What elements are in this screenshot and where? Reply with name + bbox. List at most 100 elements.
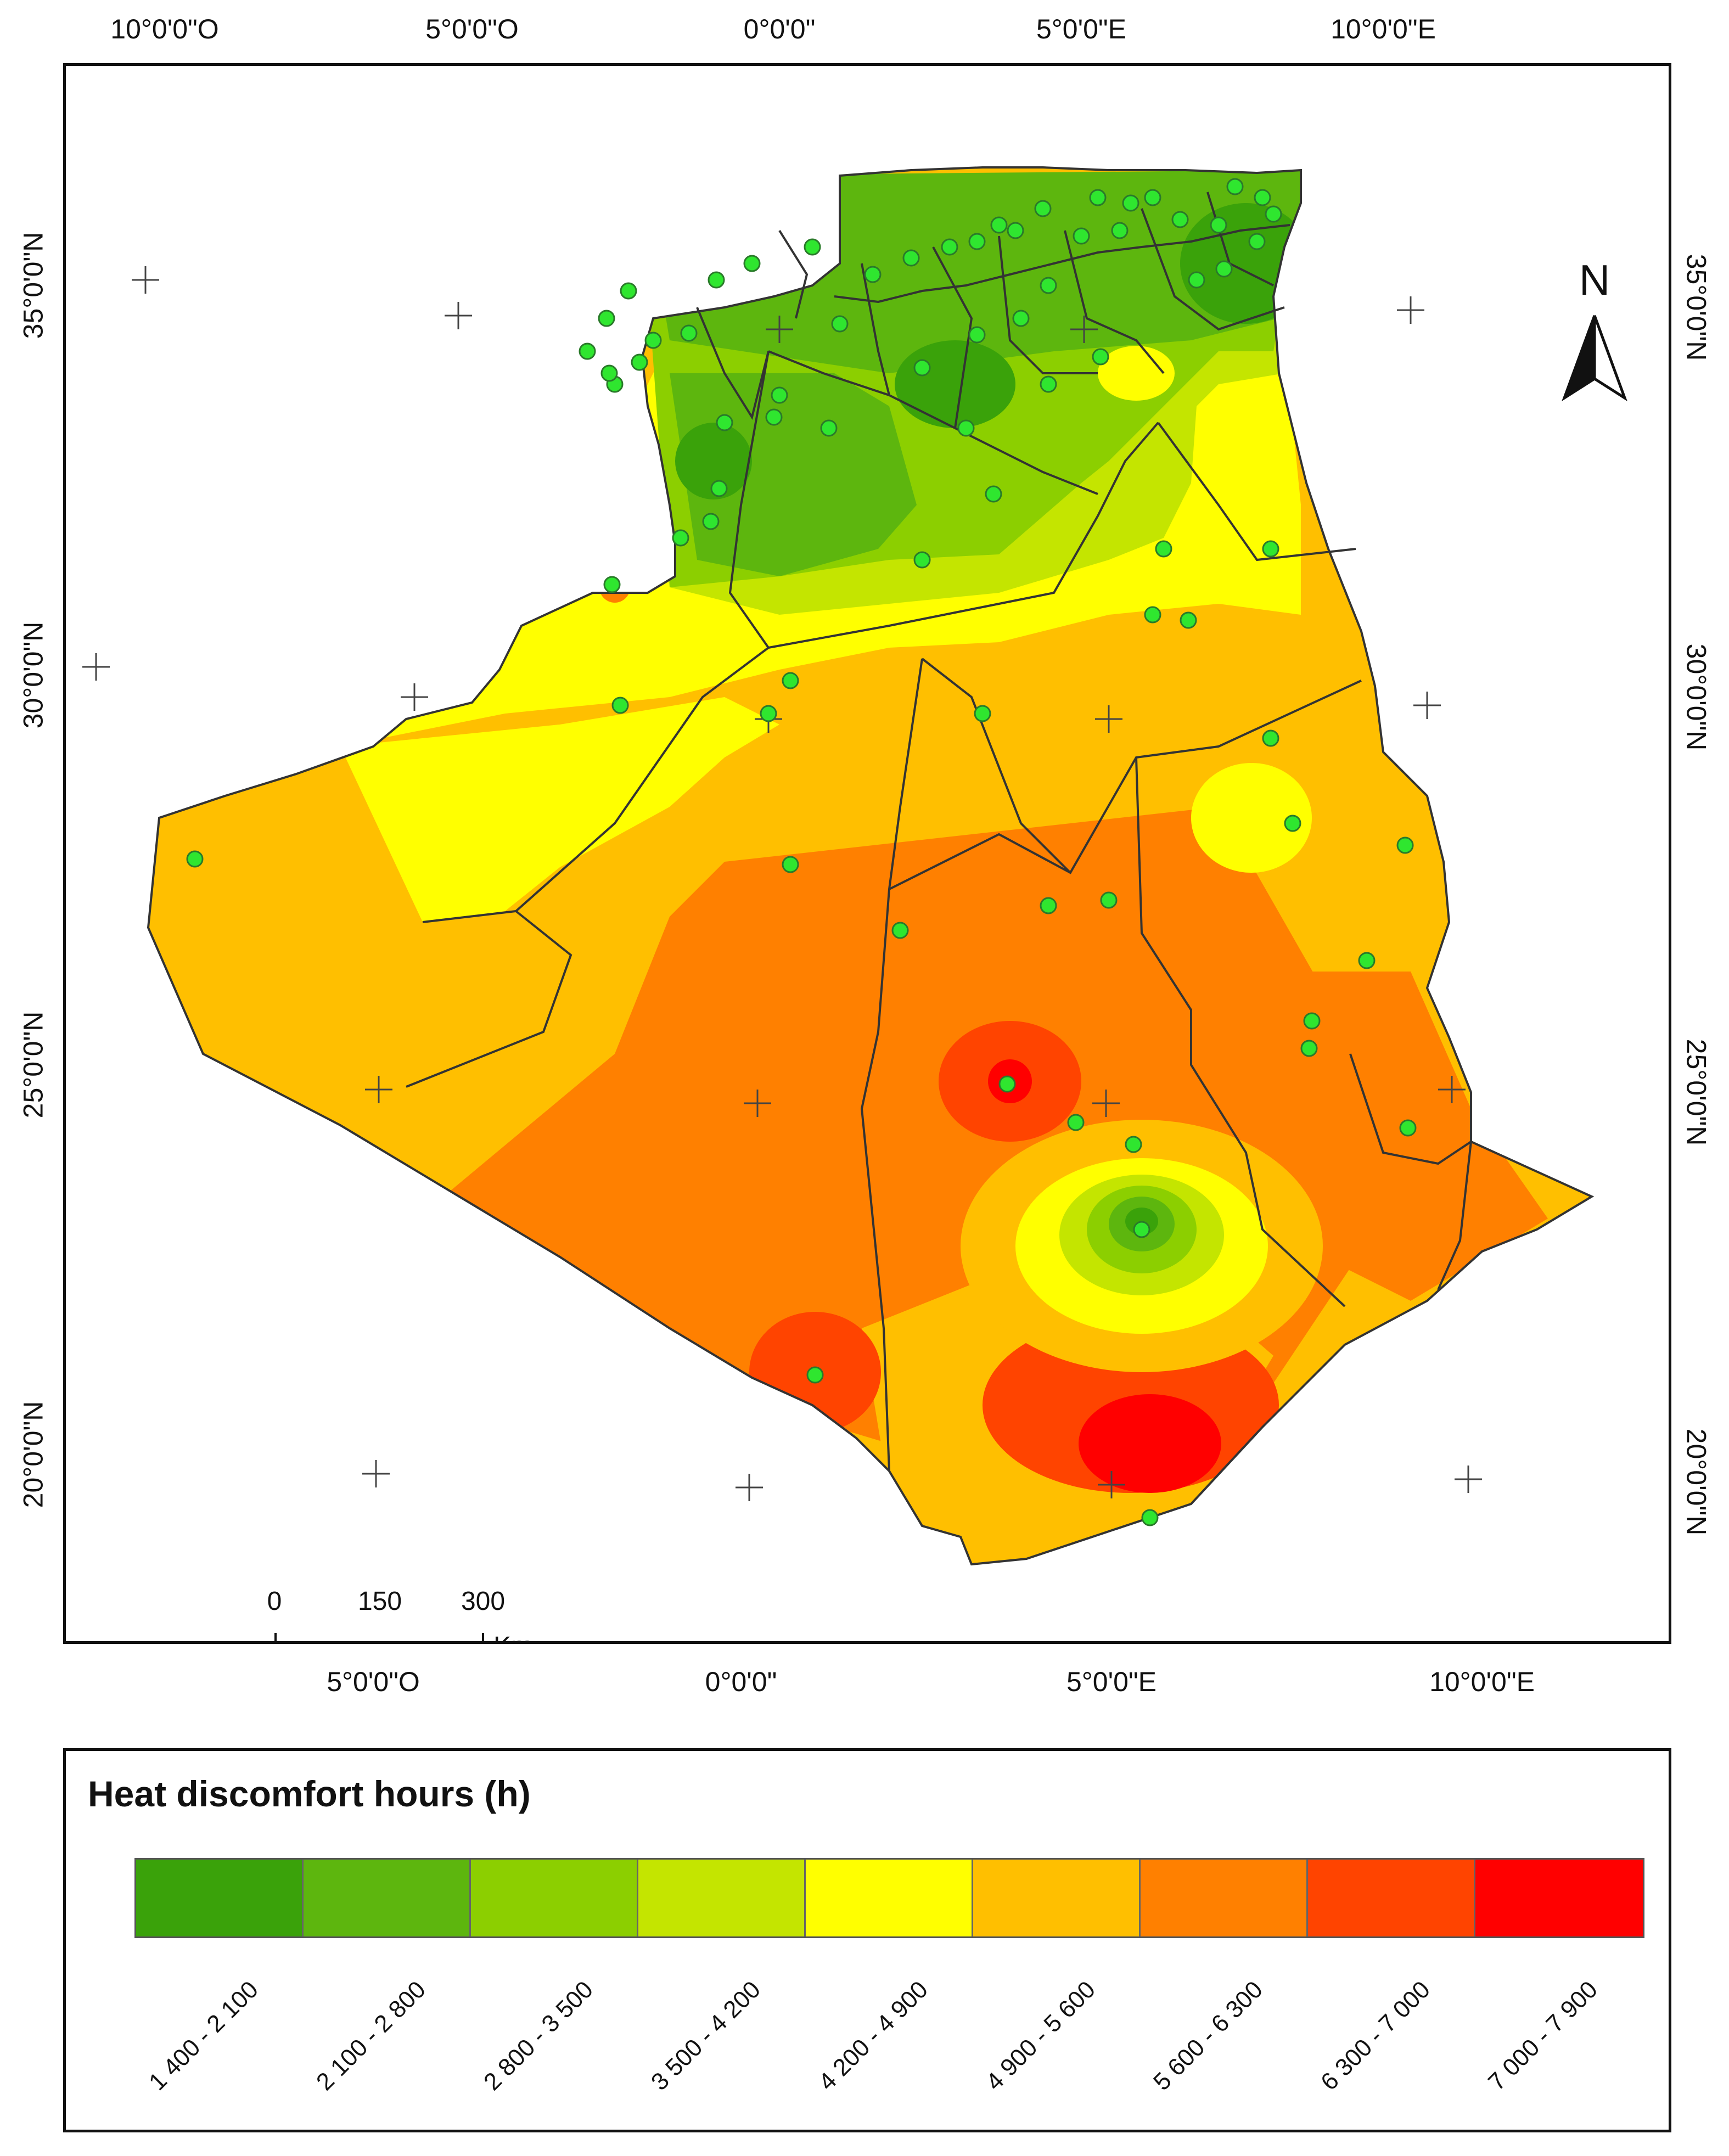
station-marker — [1215, 260, 1233, 278]
legend-swatch-5 — [973, 1860, 1141, 1936]
station-marker — [1144, 606, 1161, 624]
scale-tick-0: 0 — [267, 1587, 282, 1616]
legend-swatch-4 — [806, 1860, 973, 1936]
station-marker — [1012, 310, 1030, 327]
legend: Heat discomfort hours (h) 1 400 - 2 100 2… — [63, 1748, 1671, 2132]
station-marker — [1007, 222, 1024, 239]
station-marker — [902, 249, 920, 267]
station-marker — [1226, 178, 1244, 195]
station-marker — [1284, 815, 1301, 832]
station-marker — [765, 408, 783, 426]
legend-color-bar — [134, 1858, 1644, 1938]
north-arrow-icon — [1562, 315, 1627, 402]
weather-stations — [186, 178, 1417, 1526]
station-marker — [1092, 348, 1109, 366]
legend-range-label-0: 1 400 - 2 100 — [143, 1976, 263, 2096]
north-arrow: N — [1559, 255, 1630, 420]
admin-boundaries — [147, 166, 1595, 1566]
station-marker — [1125, 1136, 1142, 1153]
station-marker — [1111, 222, 1129, 239]
left-tick-25N: 25°0'0"N — [18, 1011, 49, 1119]
top-tick-5W: 5°0'0"O — [425, 14, 519, 44]
right-tick-20N: 20°0'0"N — [1681, 1428, 1712, 1536]
bottom-tick-5W: 5°0'0"O — [327, 1666, 420, 1697]
station-marker — [1180, 611, 1197, 629]
legend-range-label-1: 2 100 - 2 800 — [311, 1976, 431, 2096]
station-marker — [1040, 375, 1057, 393]
station-marker — [760, 705, 777, 722]
station-marker — [1188, 271, 1205, 289]
station-marker — [820, 419, 838, 437]
station-marker — [579, 343, 596, 360]
station-marker — [957, 419, 975, 437]
station-marker — [702, 513, 720, 530]
left-tick-35N: 35°0'0"N — [18, 232, 49, 339]
station-marker — [1100, 891, 1118, 909]
legend-range-label-7: 6 300 - 7 000 — [1315, 1976, 1435, 2096]
right-tick-25N: 25°0'0"N — [1681, 1038, 1712, 1146]
station-marker — [1040, 277, 1057, 294]
station-marker — [1040, 897, 1057, 914]
station-marker — [1303, 1012, 1321, 1030]
station-marker — [716, 414, 733, 431]
station-marker — [974, 705, 991, 722]
legend-title: Heat discomfort hours (h) — [88, 1773, 531, 1814]
map-frame: N 0 150 300 Km — [63, 63, 1671, 1644]
station-marker — [968, 326, 986, 344]
station-marker — [1144, 189, 1161, 206]
station-marker — [603, 576, 621, 593]
station-marker — [644, 332, 662, 349]
legend-range-label-8: 7 000 - 7 900 — [1483, 1976, 1603, 2096]
station-marker — [831, 315, 849, 333]
heat-map — [82, 166, 1595, 1566]
station-marker — [1358, 952, 1376, 969]
station-marker — [708, 271, 725, 289]
station-marker — [186, 850, 204, 868]
station-marker — [600, 364, 618, 382]
scale-bar-graphic — [274, 1633, 484, 1641]
station-marker — [1133, 1221, 1150, 1238]
station-marker — [1254, 189, 1271, 206]
station-marker — [1262, 540, 1279, 558]
bottom-tick-10E: 10°0'0"E — [1429, 1666, 1535, 1697]
top-tick-10E: 10°0'0"E — [1331, 14, 1436, 44]
station-marker — [1399, 1119, 1417, 1137]
station-marker — [1073, 227, 1090, 245]
station-marker — [1248, 233, 1266, 250]
station-marker — [1122, 194, 1139, 212]
station-marker — [680, 324, 698, 342]
station-marker — [598, 310, 615, 327]
station-marker — [864, 266, 882, 283]
legend-swatch-6 — [1141, 1860, 1308, 1936]
right-tick-35N: 35°0'0"N — [1681, 254, 1712, 361]
station-marker — [941, 238, 958, 256]
scale-tick-300: 300 — [461, 1587, 506, 1616]
station-marker — [990, 216, 1008, 234]
station-marker — [1155, 540, 1172, 558]
right-tick-30N: 30°0'0"N — [1681, 643, 1712, 751]
station-marker — [1171, 211, 1189, 228]
legend-range-label-2: 2 800 - 3 500 — [478, 1976, 598, 2096]
scale-tick-150: 150 — [357, 1587, 402, 1616]
station-marker — [1265, 205, 1282, 223]
station-marker — [998, 1075, 1016, 1093]
station-marker — [1396, 836, 1414, 854]
station-marker — [743, 255, 761, 272]
station-marker — [782, 856, 799, 873]
top-tick-10W: 10°0'0"O — [110, 14, 219, 44]
legend-swatch-2 — [471, 1860, 638, 1936]
legend-swatch-1 — [304, 1860, 471, 1936]
station-marker — [611, 697, 629, 714]
left-tick-30N: 30°0'0"N — [18, 621, 49, 729]
left-tick-20N: 20°0'0"N — [18, 1401, 49, 1508]
legend-swatch-3 — [638, 1860, 806, 1936]
station-marker — [710, 480, 728, 497]
station-marker — [620, 282, 637, 300]
station-marker — [1210, 216, 1227, 234]
scale-unit: Km — [493, 1631, 533, 1641]
station-marker — [985, 485, 1002, 503]
station-marker — [1067, 1114, 1085, 1131]
station-marker — [771, 386, 788, 404]
station-marker — [968, 233, 986, 250]
legend-range-label-4: 4 200 - 4 900 — [813, 1976, 933, 2096]
